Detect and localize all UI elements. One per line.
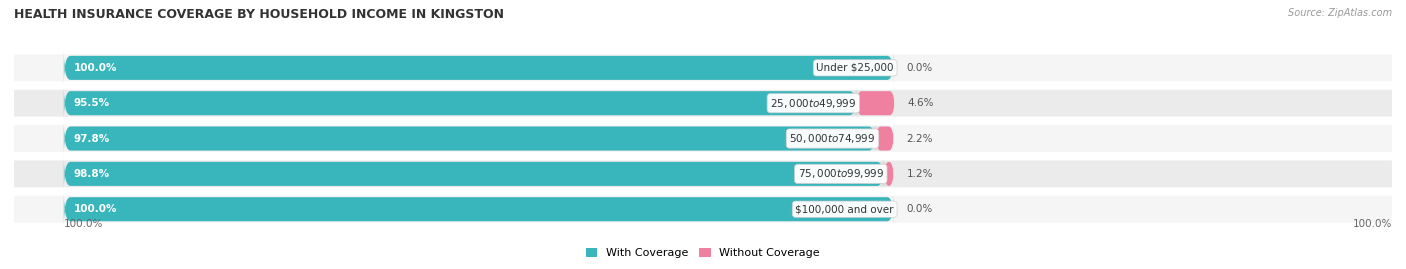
Text: $25,000 to $49,999: $25,000 to $49,999 xyxy=(770,97,856,110)
FancyBboxPatch shape xyxy=(63,52,894,84)
FancyBboxPatch shape xyxy=(14,196,1392,223)
FancyBboxPatch shape xyxy=(63,158,894,190)
Text: 95.5%: 95.5% xyxy=(75,98,110,108)
Text: Under $25,000: Under $25,000 xyxy=(817,63,894,73)
FancyBboxPatch shape xyxy=(63,122,894,155)
Text: 2.2%: 2.2% xyxy=(907,133,932,144)
FancyBboxPatch shape xyxy=(14,90,1392,117)
FancyBboxPatch shape xyxy=(876,126,894,151)
FancyBboxPatch shape xyxy=(63,193,894,225)
FancyBboxPatch shape xyxy=(14,125,1392,152)
Text: $75,000 to $99,999: $75,000 to $99,999 xyxy=(797,167,884,180)
FancyBboxPatch shape xyxy=(63,52,894,84)
Legend: With Coverage, Without Coverage: With Coverage, Without Coverage xyxy=(582,243,824,263)
Text: 100.0%: 100.0% xyxy=(75,204,117,214)
Text: HEALTH INSURANCE COVERAGE BY HOUSEHOLD INCOME IN KINGSTON: HEALTH INSURANCE COVERAGE BY HOUSEHOLD I… xyxy=(14,8,505,21)
FancyBboxPatch shape xyxy=(63,193,894,225)
FancyBboxPatch shape xyxy=(884,162,894,186)
Text: 100.0%: 100.0% xyxy=(1353,219,1392,229)
FancyBboxPatch shape xyxy=(14,160,1392,187)
FancyBboxPatch shape xyxy=(856,91,894,115)
FancyBboxPatch shape xyxy=(63,87,856,119)
Text: 98.8%: 98.8% xyxy=(75,169,110,179)
Text: 1.2%: 1.2% xyxy=(907,169,932,179)
Text: $100,000 and over: $100,000 and over xyxy=(796,204,894,214)
Text: 0.0%: 0.0% xyxy=(907,204,932,214)
FancyBboxPatch shape xyxy=(63,122,876,155)
Text: 97.8%: 97.8% xyxy=(75,133,110,144)
Text: Source: ZipAtlas.com: Source: ZipAtlas.com xyxy=(1288,8,1392,18)
FancyBboxPatch shape xyxy=(63,158,884,190)
Text: 100.0%: 100.0% xyxy=(63,219,103,229)
Text: 4.6%: 4.6% xyxy=(907,98,934,108)
Text: $50,000 to $74,999: $50,000 to $74,999 xyxy=(789,132,876,145)
Text: 100.0%: 100.0% xyxy=(75,63,117,73)
FancyBboxPatch shape xyxy=(14,54,1392,81)
Text: 0.0%: 0.0% xyxy=(907,63,932,73)
FancyBboxPatch shape xyxy=(63,87,894,119)
